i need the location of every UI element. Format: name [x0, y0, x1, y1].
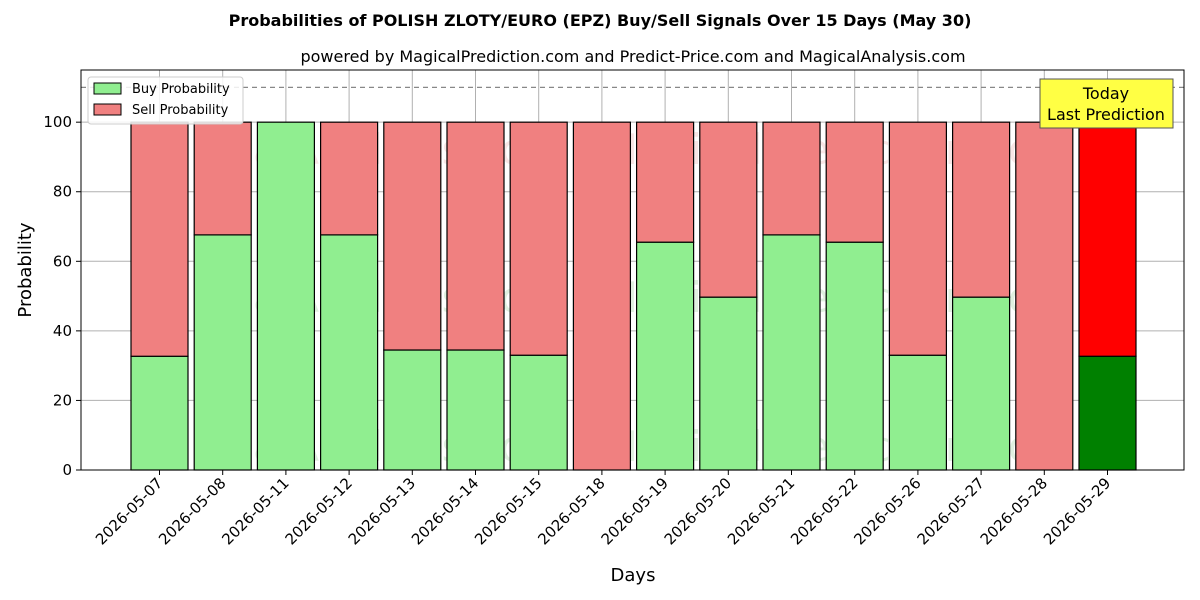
x-tick-label: 2026-05-29 — [1040, 474, 1114, 548]
buy-bar — [256, 121, 315, 471]
y-tick-label: 80 — [53, 183, 72, 201]
x-tick-label: 2026-05-20 — [661, 474, 735, 548]
buy-bar — [130, 355, 189, 471]
buy-bar — [446, 349, 505, 471]
x-tick-label: 2026-05-18 — [534, 474, 608, 548]
legend-swatch — [93, 82, 122, 95]
annotation-line: Last Prediction — [1047, 105, 1165, 124]
x-tick-label: 2026-05-14 — [408, 474, 482, 548]
annotation-box — [1039, 78, 1174, 129]
y-tick-label: 0 — [62, 461, 72, 479]
sell-bar — [1015, 121, 1074, 471]
today-annotation: Today Last Prediction — [1039, 78, 1174, 129]
legend-swatch — [93, 103, 122, 116]
x-tick-label: 2026-05-11 — [218, 474, 292, 548]
sell-bar — [130, 121, 189, 357]
legend-label: Buy Probability — [132, 82, 230, 97]
sell-bar — [446, 121, 505, 351]
chart-title: Probabilities of POLISH ZLOTY/EURO (EPZ)… — [229, 11, 972, 30]
buy-bar — [951, 296, 1011, 471]
y-axis-label: Probability — [15, 222, 36, 317]
x-tick-label: 2026-05-13 — [345, 474, 419, 548]
y-tick-label: 100 — [43, 113, 72, 131]
buy-bar — [825, 241, 884, 471]
buy-bar — [699, 296, 758, 471]
x-tick-label: 2026-05-21 — [724, 474, 798, 548]
sell-bar — [888, 121, 948, 356]
buy-bar — [193, 234, 252, 471]
x-tick-label: 2026-05-07 — [92, 474, 166, 548]
x-tick-label: 2026-05-08 — [155, 474, 229, 548]
x-axis: 2026-05-072026-05-082026-05-112026-05-12… — [92, 470, 1114, 548]
sell-bar — [762, 121, 821, 236]
plot-frame — [80, 69, 1185, 471]
bars — [130, 121, 1137, 471]
sell-bar — [635, 121, 695, 243]
buy-bar — [1078, 355, 1137, 471]
y-axis: 0 20 40 60 80 100 — [43, 113, 81, 479]
buy-bar — [509, 354, 568, 471]
buy-bar — [383, 349, 442, 471]
legend-label: Sell Probability — [132, 103, 229, 118]
sell-bar — [1078, 121, 1137, 357]
x-tick-label: 2026-05-27 — [914, 474, 988, 548]
x-tick-label: 2026-05-19 — [598, 474, 672, 548]
sell-bar — [509, 121, 568, 356]
buy-bar — [320, 234, 379, 471]
x-tick-label: 2026-05-28 — [977, 474, 1051, 548]
annotation-line: Today — [1082, 84, 1129, 103]
buy-bar — [635, 241, 695, 471]
x-tick-label: 2026-05-22 — [787, 474, 861, 548]
sell-bar — [825, 121, 884, 243]
sell-bar — [572, 121, 632, 471]
buy-bar — [888, 354, 948, 471]
y-tick-label: 40 — [53, 322, 72, 340]
legend-box — [87, 76, 244, 125]
y-tick-label: 60 — [53, 252, 72, 270]
x-tick-label: 2026-05-15 — [471, 474, 545, 548]
x-tick-label: 2026-05-12 — [282, 474, 356, 548]
legend: Buy Probability Sell Probability — [87, 76, 244, 125]
sell-bar — [193, 121, 252, 236]
chart-subtitle: powered by MagicalPrediction.com and Pre… — [300, 47, 965, 66]
x-axis-label: Days — [611, 565, 656, 586]
buy-bar — [762, 234, 821, 471]
sell-bar — [951, 121, 1011, 298]
sell-bar — [320, 121, 379, 236]
y-tick-label: 20 — [53, 391, 72, 409]
sell-bar — [699, 121, 758, 298]
sell-bar — [383, 121, 442, 351]
x-tick-label: 2026-05-26 — [850, 474, 924, 548]
